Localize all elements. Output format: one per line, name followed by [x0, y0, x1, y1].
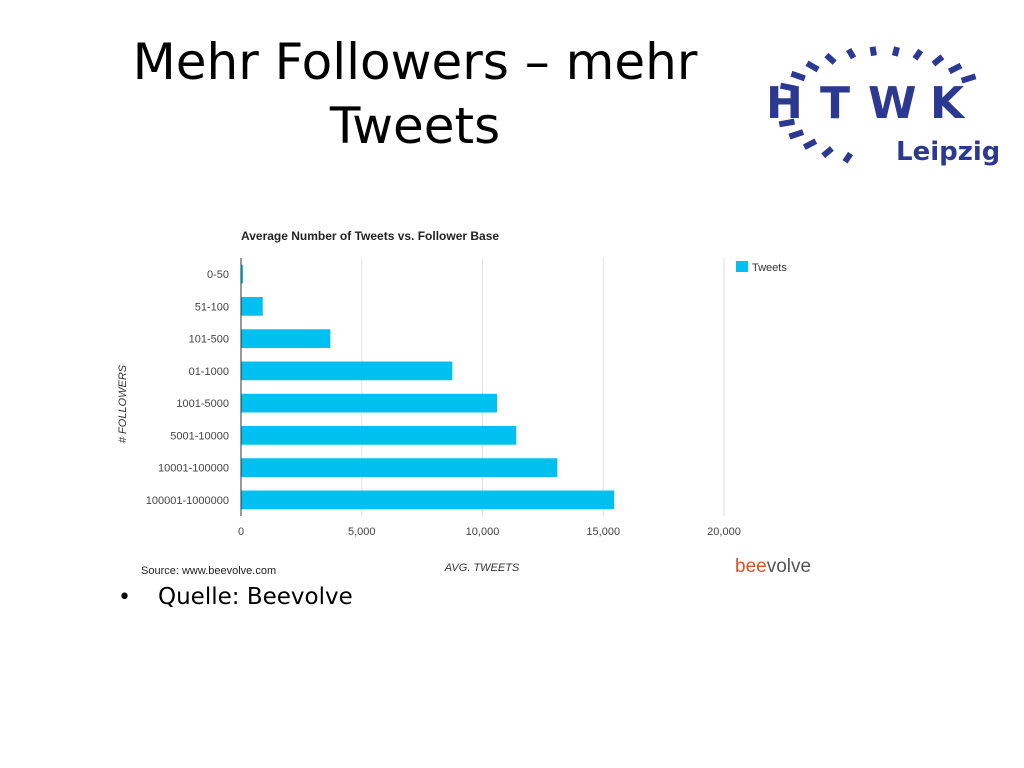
logo-dash — [802, 138, 818, 150]
title-line-1: Mehr Followers – mehr — [132, 33, 698, 91]
y-tick-label: 5001-10000 — [170, 430, 229, 442]
beevolve-logo-part2: volve — [767, 556, 811, 577]
logo-dash — [824, 52, 837, 65]
bar — [241, 264, 243, 284]
y-tick-label: 51-100 — [195, 301, 229, 313]
logo-dash — [947, 62, 963, 75]
logo-dash — [779, 82, 797, 92]
logo-dash — [869, 46, 877, 57]
bar — [241, 490, 615, 510]
title-line-2: Tweets — [329, 97, 501, 155]
bullet-dot: • — [118, 584, 131, 610]
chart-bars — [241, 264, 615, 510]
y-tick-label: 100001-1000000 — [146, 495, 229, 507]
bar — [241, 361, 453, 381]
logo-dash — [821, 146, 834, 159]
logo-dash — [960, 73, 977, 84]
legend-label: Tweets — [752, 262, 787, 274]
y-tick-labels: 0-50 51-100 101-500 01-1000 1001-5000 5001-10… — [146, 269, 229, 507]
chart-source: Source: www.beevolve.com — [141, 565, 276, 577]
bar — [241, 297, 263, 316]
y-tick-label: 0-50 — [207, 269, 229, 281]
bullet-list: • Quelle: Beevolve — [118, 584, 353, 610]
beevolve-logo-part1: bee — [735, 556, 767, 577]
logo-dash — [778, 118, 796, 128]
slide-title: Mehr Followers – mehr Tweets — [80, 30, 750, 158]
logo-dash — [931, 54, 945, 67]
bar — [241, 458, 558, 477]
x-tick-label: 0 — [238, 526, 244, 538]
y-tick-label: 01-1000 — [189, 366, 229, 378]
logo-letter-k: K — [930, 78, 966, 129]
logo-letter-t: T — [820, 78, 850, 129]
bar — [241, 393, 497, 413]
logo-dash — [842, 151, 854, 164]
x-tick-label: 5,000 — [348, 526, 376, 538]
logo-dash — [891, 46, 900, 57]
logo-letter-w: W — [868, 78, 917, 129]
logo-dash — [912, 48, 924, 61]
bullet-text: Quelle: Beevolve — [158, 584, 353, 610]
y-tick-label: 1001-5000 — [176, 398, 229, 410]
logo-city: Leipzig — [896, 137, 998, 167]
chart-grid — [361, 258, 725, 516]
logo-dash — [790, 70, 806, 82]
logo-dash — [788, 129, 805, 140]
y-tick-label: 10001-100000 — [158, 463, 229, 475]
y-axis-label: # FOLLOWERS — [117, 364, 129, 443]
x-tick-label: 20,000 — [707, 526, 741, 538]
legend-swatch — [736, 261, 748, 272]
bar-chart: Average Number of Tweets vs. Follower Ba… — [117, 229, 811, 577]
x-tick-label: 10,000 — [466, 526, 500, 538]
logo-arc-dashes — [778, 46, 977, 164]
beevolve-logo: beevolve — [735, 556, 811, 577]
logo-dash — [805, 60, 820, 73]
y-tick-label: 101-500 — [189, 334, 229, 346]
logo-letter-h: H — [766, 78, 803, 129]
x-axis-label: AVG. TWEETS — [444, 562, 520, 574]
bar — [241, 329, 331, 348]
bar — [241, 426, 517, 445]
x-tick-label: 15,000 — [586, 526, 620, 538]
bullet-item: • Quelle: Beevolve — [118, 584, 353, 610]
logo-dash — [846, 47, 857, 60]
x-tick-labels: 0 5,000 10,000 15,000 20,000 — [238, 526, 741, 538]
htwk-leipzig-logo: H T W K Leipzig — [766, 46, 998, 167]
chart-title: Average Number of Tweets vs. Follower Ba… — [241, 229, 499, 243]
